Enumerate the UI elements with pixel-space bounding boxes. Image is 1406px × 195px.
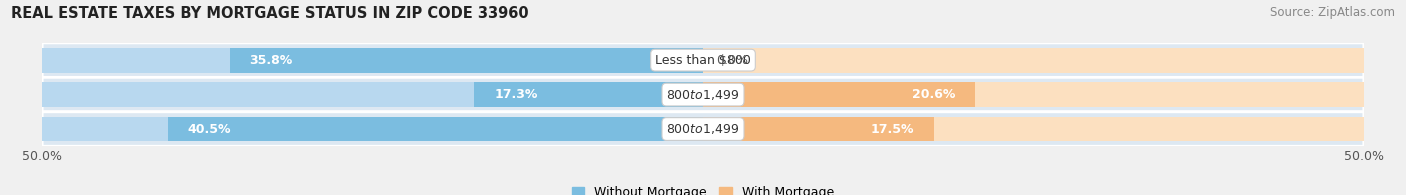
- Bar: [703, 82, 976, 107]
- Bar: [167, 117, 703, 141]
- FancyBboxPatch shape: [42, 43, 1364, 77]
- Bar: [703, 82, 1364, 107]
- Text: REAL ESTATE TAXES BY MORTGAGE STATUS IN ZIP CODE 33960: REAL ESTATE TAXES BY MORTGAGE STATUS IN …: [11, 6, 529, 21]
- Text: 35.8%: 35.8%: [250, 54, 292, 67]
- FancyBboxPatch shape: [42, 77, 1364, 112]
- Bar: [42, 117, 703, 141]
- Bar: [703, 117, 1364, 141]
- Text: 17.3%: 17.3%: [494, 88, 537, 101]
- Text: $800 to $1,499: $800 to $1,499: [666, 88, 740, 102]
- Bar: [42, 48, 703, 73]
- Legend: Without Mortgage, With Mortgage: Without Mortgage, With Mortgage: [567, 181, 839, 195]
- Text: Source: ZipAtlas.com: Source: ZipAtlas.com: [1270, 6, 1395, 19]
- Bar: [703, 117, 934, 141]
- Text: 20.6%: 20.6%: [912, 88, 956, 101]
- Bar: [229, 48, 703, 73]
- Text: 40.5%: 40.5%: [187, 122, 231, 136]
- Text: $800 to $1,499: $800 to $1,499: [666, 122, 740, 136]
- Bar: [474, 82, 703, 107]
- FancyBboxPatch shape: [42, 112, 1364, 146]
- Bar: [42, 82, 703, 107]
- Text: 0.0%: 0.0%: [716, 54, 748, 67]
- Bar: [703, 48, 1364, 73]
- Text: 17.5%: 17.5%: [870, 122, 914, 136]
- Text: Less than $800: Less than $800: [655, 54, 751, 67]
